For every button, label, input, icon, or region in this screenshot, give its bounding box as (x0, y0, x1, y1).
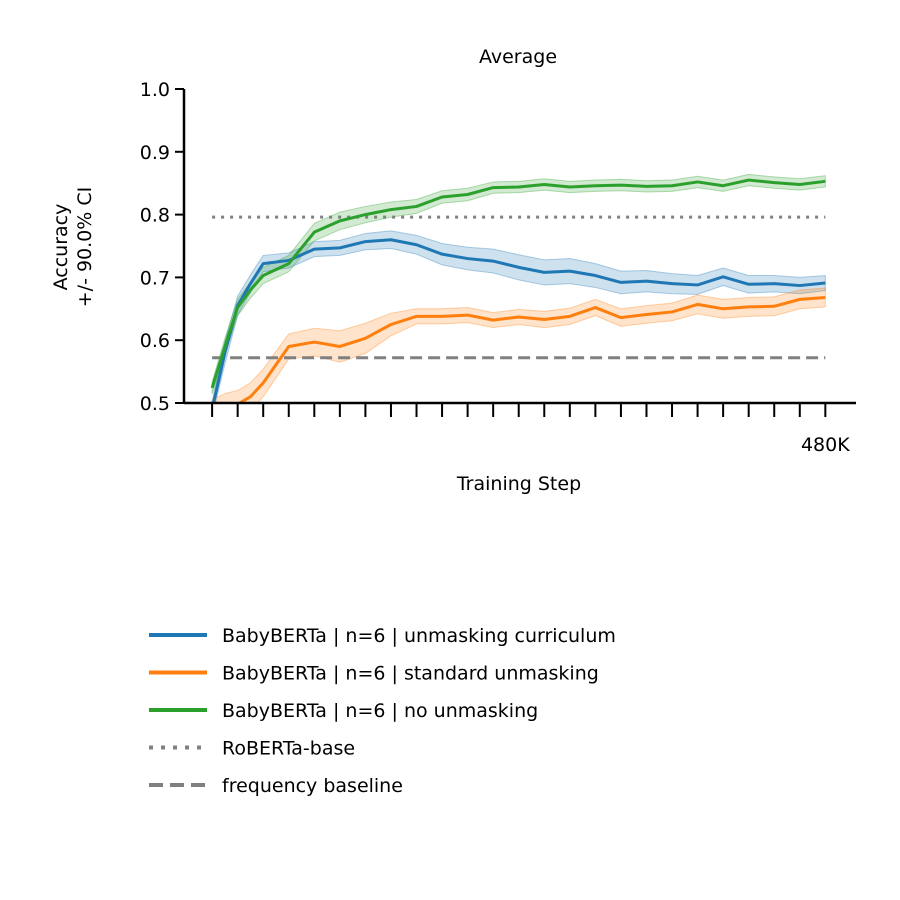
y-tick-label-1: 0.6 (140, 330, 170, 352)
axes: 0.5 0.6 0.7 0.8 0.9 1.0 480K (140, 79, 856, 456)
ci-band-series-1 (211, 230, 826, 403)
y-tick-label-4: 0.9 (140, 142, 170, 164)
y-tick-label-5: 1.0 (140, 79, 170, 101)
y-axis-label-line2: +/- 90.0% CI (74, 187, 96, 308)
series-line-3 (210, 178, 826, 389)
ci-band-series-2 (211, 287, 826, 403)
series-lines (210, 178, 826, 403)
ci-band-series-3 (211, 173, 826, 395)
legend: BabyBERTa | n=6 | unmasking curriculum Ba… (149, 625, 616, 797)
legend-entry-3: BabyBERTa | n=6 | no unmasking (149, 700, 538, 722)
ci-bands (211, 173, 826, 403)
plot-area (210, 173, 826, 403)
legend-label-3: BabyBERTa | n=6 | no unmasking (222, 700, 538, 722)
y-axis-label-line1: Accuracy (50, 204, 72, 291)
chart-title: Average (479, 46, 557, 68)
reference-lines (212, 215, 826, 360)
legend-entry-4: RoBERTa-base (149, 738, 355, 760)
y-tick-label-0: 0.5 (140, 393, 170, 415)
legend-label-2: BabyBERTa | n=6 | standard unmasking (222, 663, 599, 685)
y-tick-label-2: 0.7 (140, 267, 170, 289)
y-tick-label-3: 0.8 (140, 205, 170, 227)
series-line-2 (235, 296, 826, 403)
legend-entry-1: BabyBERTa | n=6 | unmasking curriculum (149, 625, 616, 647)
legend-label-4: RoBERTa-base (222, 738, 355, 760)
legend-label-1: BabyBERTa | n=6 | unmasking curriculum (222, 625, 616, 647)
x-tick-label-24: 480K (801, 434, 850, 456)
legend-entry-5: frequency baseline (149, 775, 403, 797)
x-axis-label: Training Step (456, 473, 581, 495)
legend-label-5: frequency baseline (222, 775, 403, 797)
series-line-1 (211, 238, 826, 403)
legend-entry-2: BabyBERTa | n=6 | standard unmasking (149, 663, 599, 685)
